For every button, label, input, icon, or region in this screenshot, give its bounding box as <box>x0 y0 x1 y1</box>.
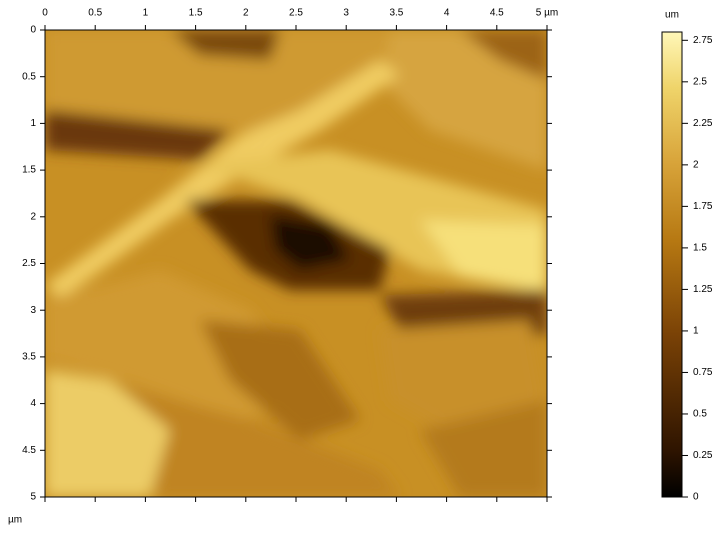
colorbar-tick-label: 1.25 <box>693 284 713 295</box>
colorbar-tick-label: 0.5 <box>693 409 707 420</box>
y-tick-label: 2.5 <box>22 258 36 269</box>
y-tick-label: 3.5 <box>22 352 36 363</box>
colorbar-tick-label: 1.5 <box>693 243 707 254</box>
x-tick-label: 5 µm <box>536 8 558 19</box>
colorbar-tick-label: 0.25 <box>693 450 713 461</box>
colorbar-tick-label: 2 <box>693 159 699 170</box>
x-tick-label: 4 <box>444 8 450 19</box>
colorbar <box>662 32 682 497</box>
colorbar-tick-label: 2.75 <box>693 35 713 46</box>
y-tick-label: 3 <box>30 305 36 316</box>
x-tick-label: 3.5 <box>389 8 403 19</box>
y-tick-label: 4 <box>30 398 36 409</box>
height-map <box>45 30 547 497</box>
y-tick-label: 2 <box>30 211 36 222</box>
x-tick-label: 3 <box>343 8 349 19</box>
x-tick-label: 4.5 <box>490 8 504 19</box>
colorbar-tick-label: 0 <box>693 492 699 503</box>
x-tick-label: 1 <box>143 8 149 19</box>
x-tick-label: 0.5 <box>88 8 102 19</box>
y-tick-label: 0 <box>30 25 36 36</box>
afm-chart: µm um 0 0.5 1 1.5 2 2.5 3 3.5 4 4.5 5 µm 0 0.5 1 1.5 2 2… <box>0 0 726 533</box>
y-tick-label: 0.5 <box>22 71 36 82</box>
colorbar-tick-label: 1 <box>693 326 699 337</box>
y-tick-label: 1.5 <box>22 165 36 176</box>
x-tick-label: 1.5 <box>189 8 203 19</box>
colorbar-tick-label: 0.75 <box>693 367 713 378</box>
y-axis-label: µm <box>8 515 22 526</box>
x-tick-label: 2 <box>243 8 249 19</box>
y-tick-label: 5 <box>30 492 36 503</box>
colorbar-tick-label: 2.5 <box>693 76 707 87</box>
y-tick-label: 4.5 <box>22 445 36 456</box>
x-tick-label: 0 <box>42 8 48 19</box>
colorbar-tick-label: 1.75 <box>693 201 713 212</box>
colorbar-tick-label: 2.25 <box>693 118 713 129</box>
y-tick-label: 1 <box>30 118 36 129</box>
x-tick-label: 2.5 <box>289 8 303 19</box>
colorbar-label: um <box>665 10 679 21</box>
